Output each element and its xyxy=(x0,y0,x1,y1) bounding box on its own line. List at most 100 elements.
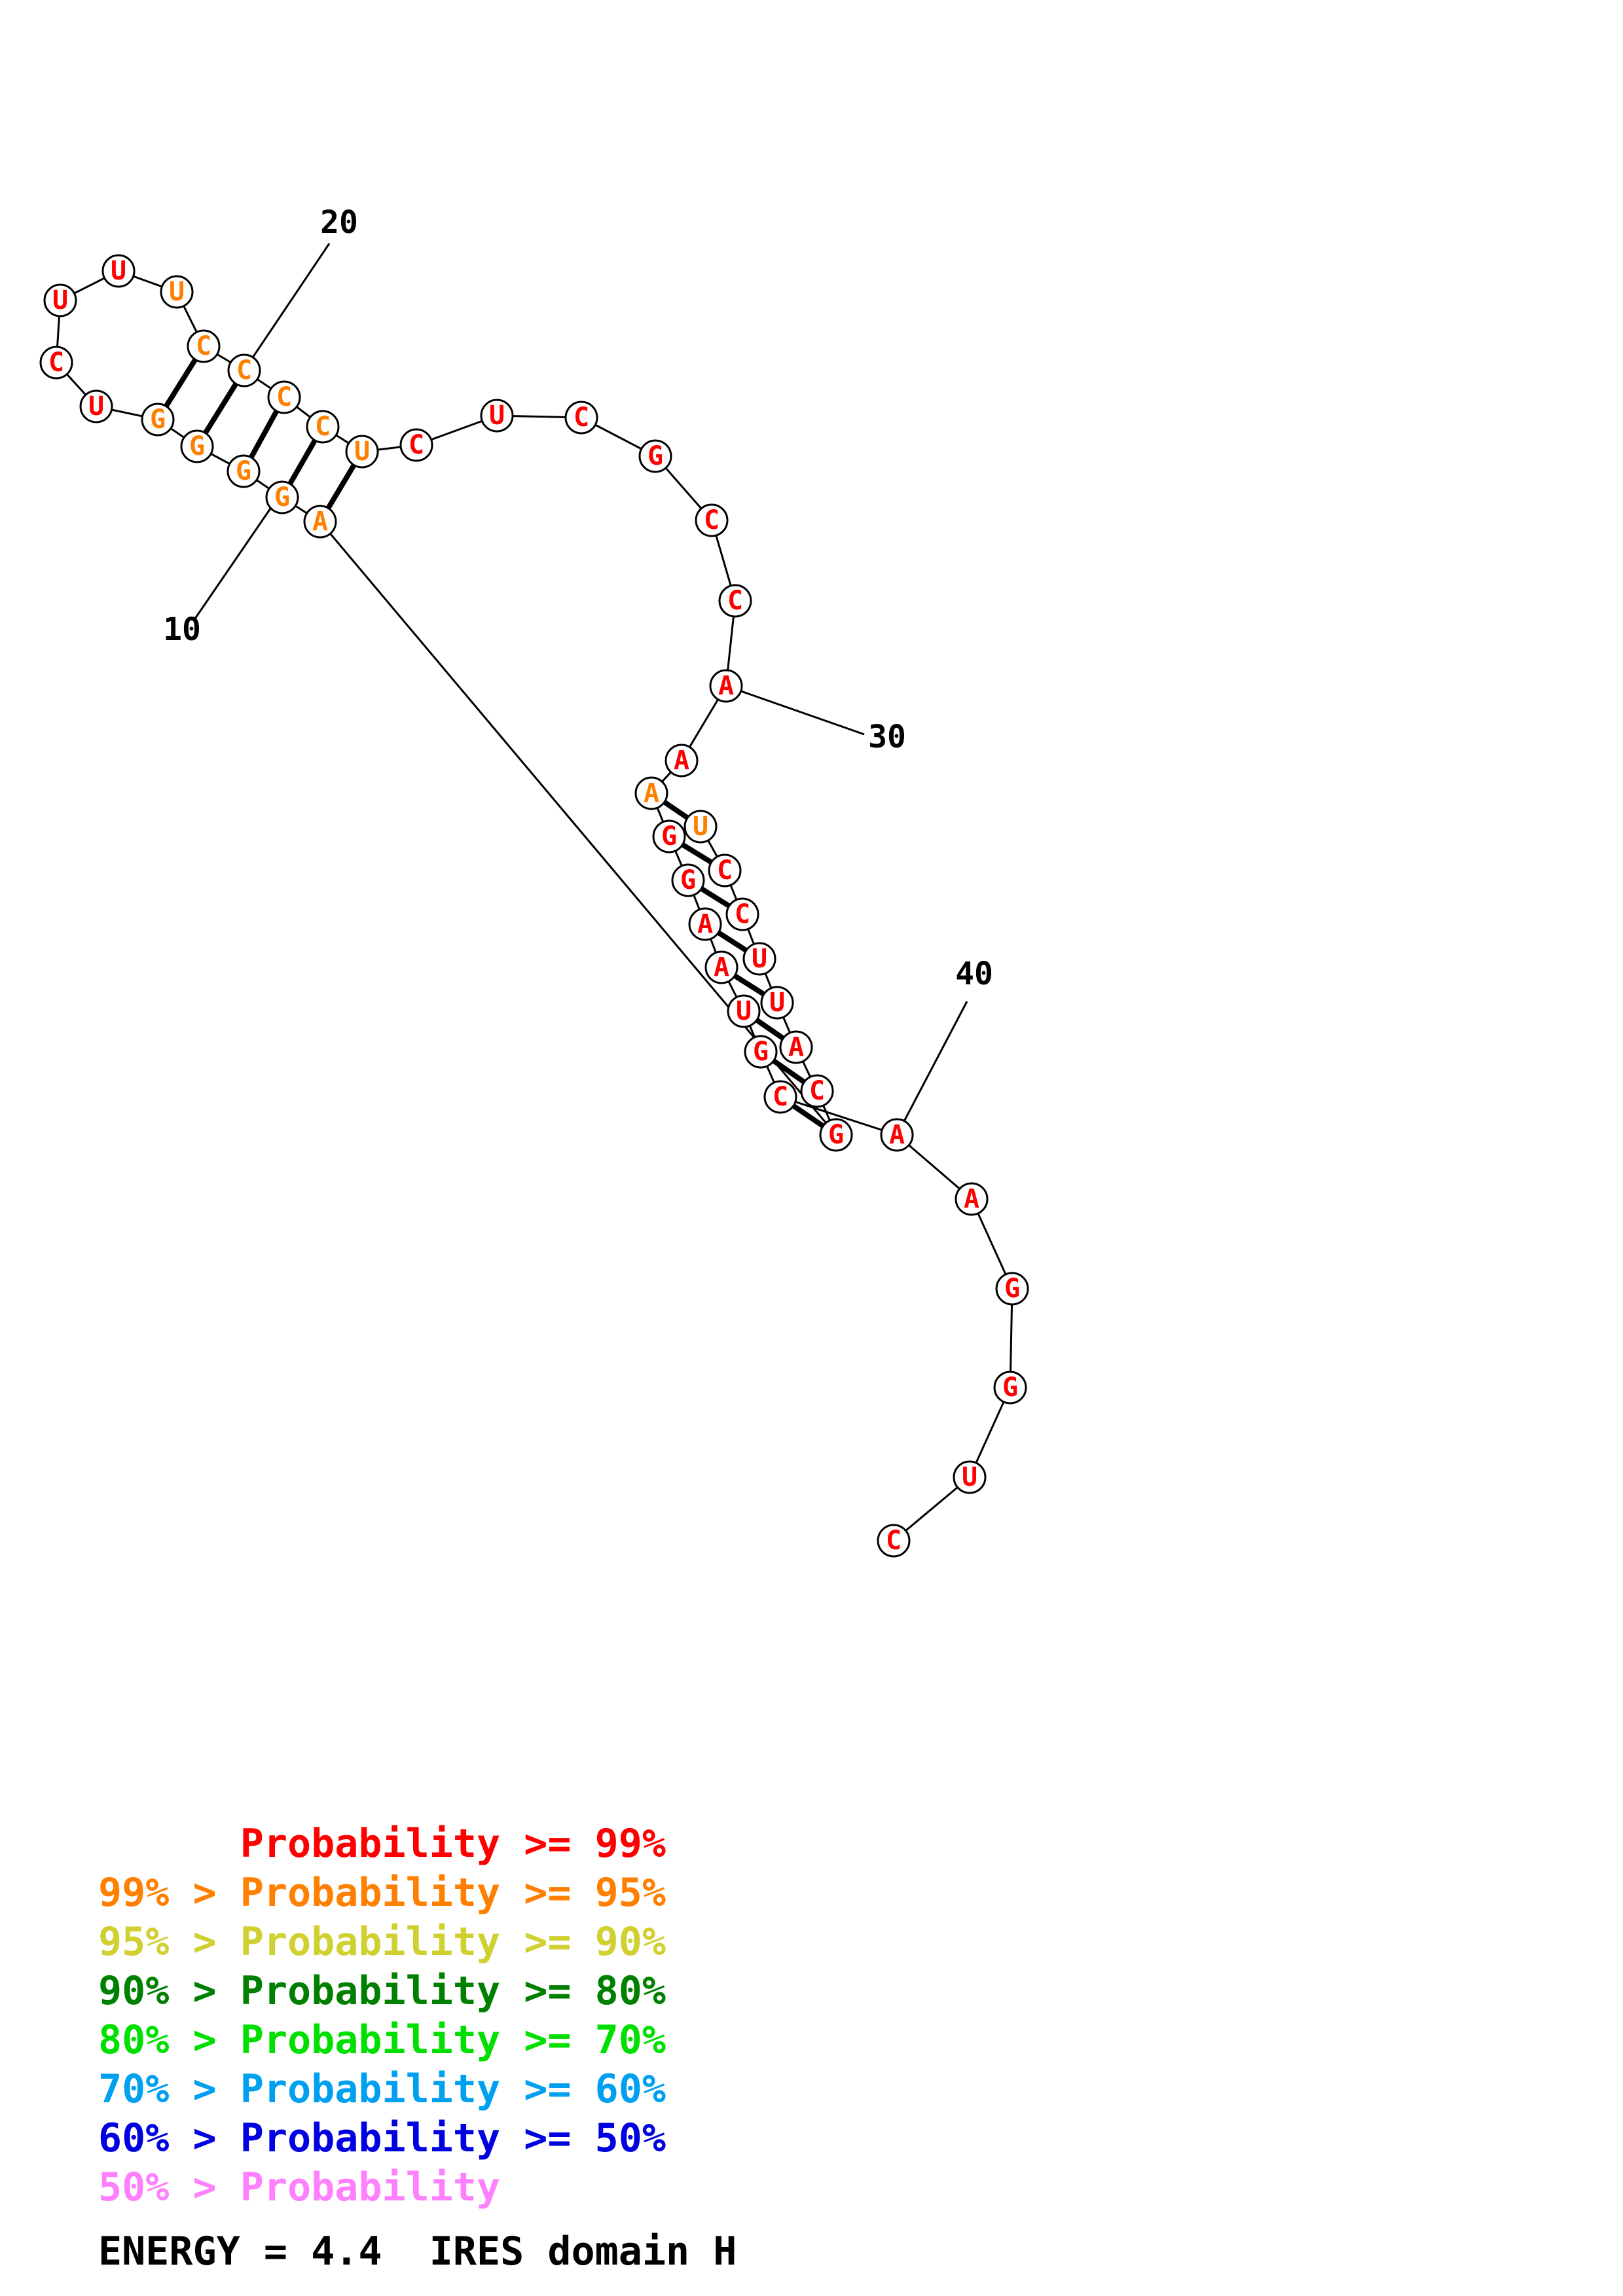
nucleotide-circle xyxy=(180,429,214,463)
probability-legend: Probability >= 99% 99% > Probability >= 9… xyxy=(98,1820,666,2212)
nucleotide-circle xyxy=(993,1371,1027,1405)
nucleotide-letter: U xyxy=(489,401,505,431)
legend-line: Probability >= 99% xyxy=(98,1821,666,1867)
nucleotide-circle xyxy=(399,428,433,462)
nucleotide-circle xyxy=(718,584,752,618)
nucleotide-letter: G xyxy=(189,431,205,461)
nucleotide-circle xyxy=(684,810,718,844)
nucleotide: U xyxy=(742,942,776,976)
base-pair-bond xyxy=(681,842,713,865)
nucleotide-circle xyxy=(800,1074,834,1108)
nucleotide: C xyxy=(708,853,742,888)
nucleotide-circle xyxy=(303,505,337,539)
nucleotide: A xyxy=(709,669,743,703)
nucleotide: C xyxy=(306,410,340,444)
nucleotide-circle xyxy=(79,389,113,423)
base-pair-bond xyxy=(717,930,748,953)
legend-line: 60% > Probability >= 50% xyxy=(98,2115,666,2161)
nucleotide-circle xyxy=(345,435,379,469)
index-labels: 10 20 30 40 xyxy=(163,204,993,992)
nucleotide: U xyxy=(345,435,379,469)
nucleotide-letter: A xyxy=(788,1032,804,1062)
nucleotide-circle xyxy=(141,403,175,437)
index-label-10: 10 xyxy=(163,611,201,648)
index-tick-40 xyxy=(896,1001,968,1136)
nucleotide-letter: U xyxy=(769,988,785,1018)
nucleotide: U xyxy=(160,275,194,309)
nucleotide-circle xyxy=(638,439,672,473)
nucleotide: G xyxy=(995,1272,1029,1306)
nucleotide-circle xyxy=(709,669,743,703)
base-pair-bond xyxy=(663,800,689,820)
nucleotide-circle xyxy=(727,994,761,1028)
nucleotide: G xyxy=(744,1035,778,1069)
nucleotide: C xyxy=(725,897,759,931)
nucleotide: G xyxy=(638,439,672,473)
base-pair-bond xyxy=(287,439,318,486)
nucleotide-circle xyxy=(708,853,742,888)
base-pair-bond xyxy=(733,973,765,997)
nucleotide-letter: C xyxy=(48,348,64,378)
nucleotide-circle xyxy=(704,950,739,984)
nucleotide-letter: C xyxy=(727,586,743,616)
nucleotide-circle xyxy=(187,329,221,363)
backbone-segment xyxy=(780,1096,898,1136)
index-tick-lines xyxy=(194,243,968,1136)
base-pair-bond xyxy=(700,886,731,908)
nucleotide: A xyxy=(665,744,699,778)
nucleotide-letter: C xyxy=(276,382,292,412)
nucleotide: G xyxy=(819,1118,853,1152)
nucleotide-circle xyxy=(695,503,729,537)
nucleotide: C xyxy=(800,1074,834,1108)
nucleotide-letter: G xyxy=(236,456,251,486)
legend-line: 80% > Probability >= 70% xyxy=(98,2017,666,2063)
nucleotide-letter: C xyxy=(574,403,589,433)
nucleotide: G xyxy=(993,1371,1027,1405)
nucleotide-letter: U xyxy=(693,812,708,842)
legend-line: 95% > Probability >= 90% xyxy=(98,1919,666,1965)
nucleotide: A xyxy=(880,1118,914,1152)
nucleotide: A xyxy=(303,505,337,539)
index-tick-20 xyxy=(244,243,331,370)
nucleotide: G xyxy=(227,454,261,488)
nucleotide-circle xyxy=(160,275,194,309)
index-label-30: 30 xyxy=(868,719,906,755)
nucleotide: C xyxy=(187,329,221,363)
nucleotide: U xyxy=(760,986,794,1020)
nucleotide: U xyxy=(953,1460,987,1494)
nucleotide: C xyxy=(763,1080,797,1114)
nucleotide: G xyxy=(141,403,175,437)
nucleotide: G xyxy=(652,819,686,853)
nucleotide-letter: C xyxy=(196,331,211,361)
nucleotide-circle xyxy=(953,1460,987,1494)
nucleotide: C xyxy=(267,380,301,414)
nucleotide-letter: G xyxy=(150,404,166,435)
nucleotide-circle xyxy=(744,1035,778,1069)
nucleotide-letter: C xyxy=(717,855,733,886)
nucleotide-circle xyxy=(306,410,340,444)
nucleotide-letter: A xyxy=(718,671,734,701)
nucleotide-letter: A xyxy=(889,1120,905,1150)
nucleotide: U xyxy=(727,994,761,1028)
nucleotide-circle xyxy=(995,1272,1029,1306)
base-pair-bond xyxy=(249,410,279,459)
nucleotide-letter: U xyxy=(962,1462,977,1492)
nucleotide-circle xyxy=(43,283,77,317)
nucleotide-circle xyxy=(688,907,722,941)
legend-line: 50% > Probability xyxy=(98,2164,501,2210)
nucleotide-circle xyxy=(819,1118,853,1152)
nucleotide: U xyxy=(684,810,718,844)
nucleotide-letter: G xyxy=(828,1120,844,1150)
base-pair-bond xyxy=(755,1018,785,1041)
nucleotide-letter: C xyxy=(236,355,252,386)
nucleotide-circle xyxy=(101,254,136,288)
nucleotide-letter: C xyxy=(315,412,331,442)
legend-line: 99% > Probability >= 95% xyxy=(98,1870,666,1916)
nucleotide-letter: C xyxy=(409,430,424,460)
index-label-20: 20 xyxy=(320,204,358,241)
base-pair-bond xyxy=(325,463,357,510)
nucleotide-circle xyxy=(634,776,668,810)
nucleotide-letter: U xyxy=(752,944,767,974)
